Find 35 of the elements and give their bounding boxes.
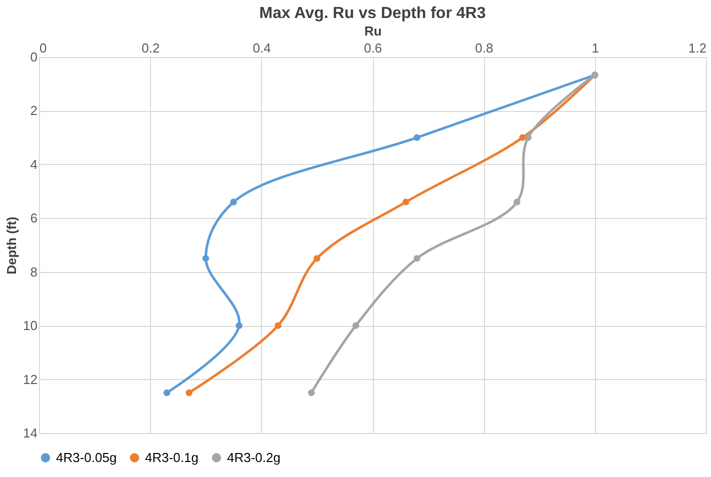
point bbox=[186, 389, 192, 396]
x-tick-label: 1 bbox=[592, 40, 599, 56]
point bbox=[274, 322, 282, 329]
legend-label: 4R3-0.1g bbox=[145, 450, 198, 465]
x-tick-label: 0.6 bbox=[364, 40, 382, 56]
y-axis-title: Depth (ft) bbox=[4, 216, 20, 274]
y-tick-label: 8 bbox=[30, 264, 38, 280]
x-tick-label: 0.8 bbox=[475, 40, 494, 56]
point bbox=[414, 255, 420, 262]
x-tick-label: 0.4 bbox=[252, 40, 271, 56]
point bbox=[414, 134, 420, 141]
point bbox=[352, 322, 360, 329]
y-tick-label: 4 bbox=[30, 156, 38, 172]
point bbox=[163, 389, 170, 396]
point bbox=[308, 389, 315, 396]
point bbox=[524, 134, 532, 141]
legend-label: 4R3-0.05g bbox=[56, 450, 117, 465]
x-tick-label: 0 bbox=[40, 40, 47, 56]
chart-title: Max Avg. Ru vs Depth for 4R3 bbox=[259, 5, 486, 22]
point bbox=[230, 198, 237, 206]
y-tick-label: 10 bbox=[23, 318, 38, 334]
x-tick-label: 1.2 bbox=[688, 40, 706, 56]
point bbox=[314, 255, 320, 262]
y-tick-label: 14 bbox=[23, 426, 38, 440]
y-tick-label: 2 bbox=[30, 103, 38, 118]
x-tick-label: 0.2 bbox=[142, 40, 160, 56]
point bbox=[402, 198, 410, 206]
point bbox=[514, 198, 520, 206]
point bbox=[236, 322, 242, 329]
y-tick-label: 6 bbox=[30, 210, 38, 226]
point bbox=[519, 134, 526, 141]
y-tick-label: 12 bbox=[23, 372, 38, 387]
point bbox=[202, 255, 210, 262]
x-axis-title: Ru bbox=[364, 24, 382, 38]
legend-label: 4R3-0.2g bbox=[227, 450, 280, 465]
